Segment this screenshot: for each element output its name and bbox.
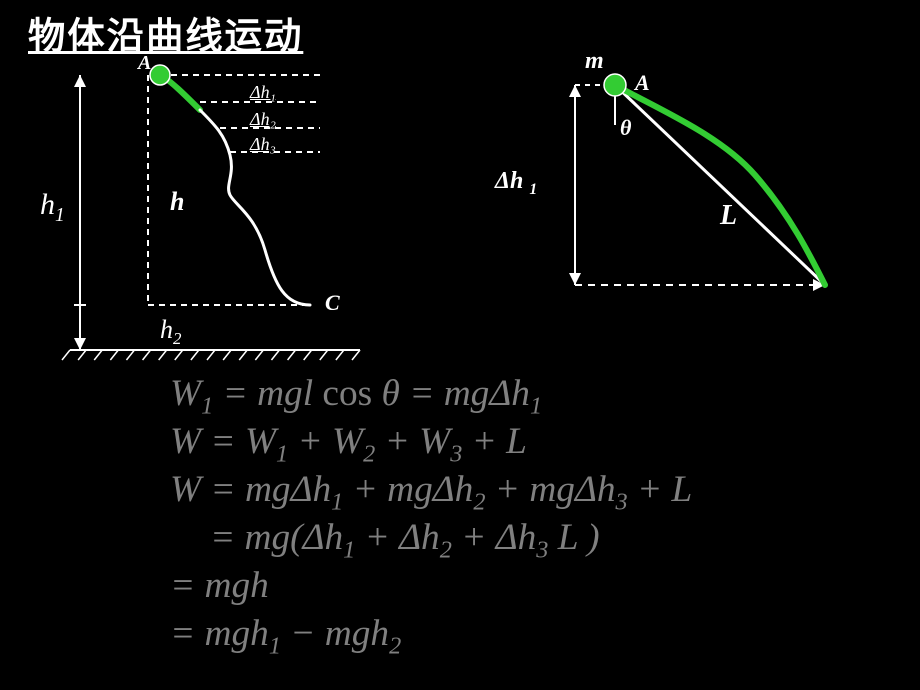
slide-stage: { "title": { "text": "物体沿曲线运动", "fontsiz… — [0, 0, 920, 690]
label-A-right: A — [635, 70, 650, 96]
equation-line-1: W1 = mgl cos θ = mgΔh1 — [170, 372, 542, 420]
label-dh3-left: Δh₃ — [250, 134, 276, 155]
label-dh1-right: Δh 1 — [495, 168, 537, 199]
label-m: m — [585, 48, 604, 75]
label-L: L — [720, 200, 737, 232]
label-theta: θ — [620, 115, 631, 141]
right-diagram — [520, 55, 880, 315]
label-C: C — [325, 290, 340, 316]
equation-line-4: = mg(Δh1 + Δh2 + Δh3 L ) — [210, 516, 600, 564]
label-h: h — [170, 187, 184, 217]
label-dh2-left: Δh₂ — [250, 109, 276, 130]
label-A-left: A — [138, 52, 151, 75]
label-dh1-left: Δh₁ — [250, 82, 276, 103]
equation-line-6: = mgh1 − mgh2 — [170, 612, 401, 660]
equation-line-3: W = mgΔh1 + mgΔh2 + mgΔh3 + L — [170, 468, 692, 516]
equation-line-2: W = W1 + W2 + W3 + L — [170, 420, 527, 468]
equation-line-5: = mgh — [170, 564, 269, 607]
label-h1: h1 — [40, 188, 65, 227]
label-h2: h2 — [160, 315, 181, 349]
